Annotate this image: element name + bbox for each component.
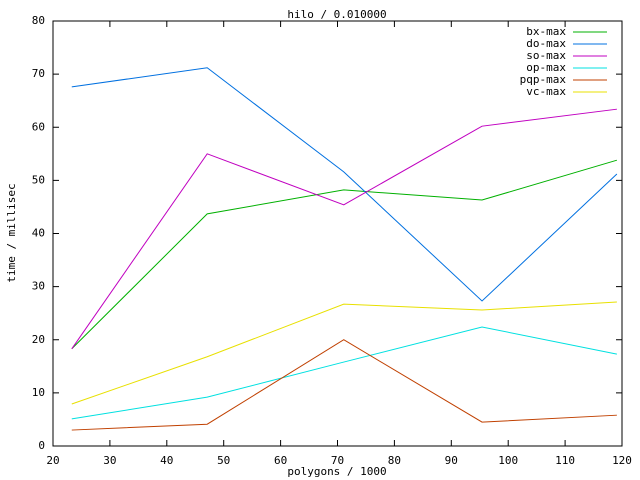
series-line — [71, 108, 617, 350]
x-tick-label: 90 — [445, 454, 458, 467]
x-tick-label: 30 — [103, 454, 116, 467]
y-tick-label: 10 — [32, 386, 45, 399]
x-axis-label: polygons / 1000 — [287, 465, 386, 478]
x-tick-label: 80 — [388, 454, 401, 467]
legend-label: pqp-max — [520, 73, 567, 86]
x-tick-label: 60 — [274, 454, 287, 467]
y-tick-label: 60 — [32, 120, 45, 133]
x-tick-label: 110 — [555, 454, 575, 467]
y-tick-label: 70 — [32, 67, 45, 80]
y-tick-label: 80 — [32, 14, 45, 27]
x-tick-label: 120 — [612, 454, 632, 467]
y-axis-label: time / millisec — [5, 183, 18, 282]
series-line — [71, 326, 617, 420]
y-tick-label: 40 — [32, 227, 45, 240]
y-tick-label: 50 — [32, 173, 45, 186]
chart-title: hilo / 0.010000 — [287, 8, 386, 21]
x-tick-label: 50 — [217, 454, 230, 467]
y-tick-label: 0 — [38, 439, 45, 452]
y-tick-label: 30 — [32, 280, 45, 293]
y-tick-label: 20 — [32, 333, 45, 346]
legend-label: bx-max — [526, 25, 566, 38]
legend-label: do-max — [526, 37, 566, 50]
x-tick-label: 70 — [331, 454, 344, 467]
series-line — [71, 67, 618, 302]
legend-label: so-max — [526, 49, 566, 62]
x-tick-label: 40 — [160, 454, 173, 467]
legend-label: op-max — [526, 61, 566, 74]
series-line — [71, 339, 617, 431]
x-tick-label: 20 — [46, 454, 59, 467]
legend-label: vc-max — [526, 85, 566, 98]
series-line — [71, 159, 618, 350]
x-tick-label: 100 — [498, 454, 518, 467]
series-line — [71, 301, 617, 405]
